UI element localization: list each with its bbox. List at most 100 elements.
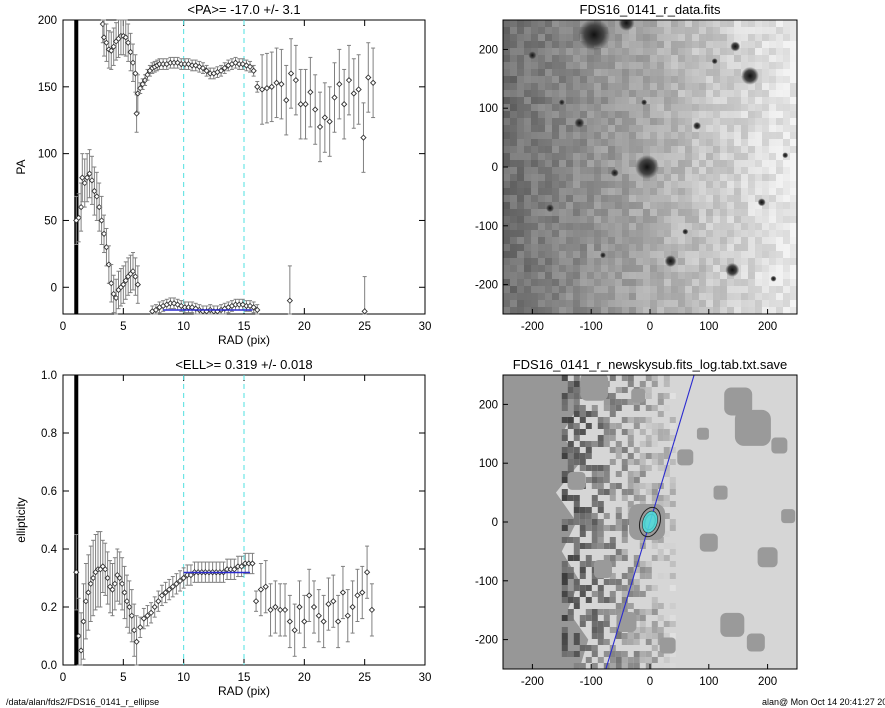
- sky-noise-pixel: [727, 209, 734, 216]
- sky-noise-pixel: [601, 223, 608, 230]
- x-tick-label: 10: [177, 321, 190, 333]
- sky-noise-pixel: [783, 265, 790, 272]
- sky-noise-pixel: [741, 125, 748, 132]
- data-point: [203, 67, 210, 74]
- sky-noise-pixel: [741, 90, 748, 97]
- sky-noise-pixel: [685, 76, 692, 83]
- sky-noise-pixel: [545, 132, 552, 139]
- sky-noise-pixel: [762, 251, 769, 258]
- sky-noise-pixel: [706, 216, 713, 223]
- sky-noise-pixel: [608, 293, 615, 300]
- data-point: [129, 59, 137, 66]
- sky-noise-pixel: [559, 48, 566, 55]
- sky-noise-pixel: [762, 111, 769, 118]
- sky-noise-pixel: [621, 663, 628, 669]
- sky-noise-pixel: [585, 543, 592, 549]
- sky-noise-pixel: [622, 153, 629, 160]
- sky-noise-pixel: [587, 167, 594, 174]
- sky-noise-pixel: [692, 132, 699, 139]
- sky-noise-pixel: [783, 27, 790, 34]
- sky-noise-pixel: [790, 279, 797, 286]
- sky-noise-pixel: [678, 83, 685, 90]
- sky-noise-pixel: [579, 507, 586, 513]
- sky-noise-pixel: [776, 251, 783, 258]
- sky-noise-pixel: [657, 279, 664, 286]
- sky-noise-pixel: [545, 41, 552, 48]
- sky-noise-pixel: [669, 441, 676, 447]
- sky-noise-pixel: [699, 223, 706, 230]
- sky-noise-pixel: [692, 202, 699, 209]
- sky-noise-pixel: [755, 139, 762, 146]
- sky-noise-pixel: [594, 97, 601, 104]
- sky-noise-pixel: [594, 286, 601, 293]
- sky-noise-pixel: [559, 139, 566, 146]
- sky-noise-pixel: [663, 465, 670, 471]
- data-point: [238, 563, 245, 570]
- sky-noise-pixel: [678, 188, 685, 195]
- sky-noise-pixel: [517, 216, 524, 223]
- sky-noise-pixel: [650, 118, 657, 125]
- sky-noise-pixel: [531, 167, 538, 174]
- y-tick-label: 0: [51, 282, 57, 294]
- sky-noise-pixel: [524, 300, 531, 307]
- sky-noise-pixel: [790, 223, 797, 230]
- data-point: [162, 589, 169, 596]
- sky-noise-pixel: [713, 202, 720, 209]
- sky-noise-pixel: [608, 188, 615, 195]
- sky-noise-pixel: [573, 153, 580, 160]
- sky-noise-pixel: [510, 167, 517, 174]
- sky-noise-pixel: [734, 223, 741, 230]
- sky-noise-pixel: [594, 307, 601, 314]
- sky-noise-pixel: [545, 286, 552, 293]
- masked-source: [720, 612, 745, 637]
- sky-noise-pixel: [639, 651, 646, 657]
- data-point: [287, 70, 295, 77]
- sky-noise-pixel: [580, 132, 587, 139]
- sky-noise-pixel: [552, 209, 559, 216]
- sky-noise-pixel: [559, 41, 566, 48]
- sky-noise-pixel: [783, 293, 790, 300]
- sky-noise-pixel: [671, 279, 678, 286]
- sky-noise-pixel: [699, 111, 706, 118]
- sky-noise-pixel: [699, 48, 706, 55]
- sky-noise-pixel: [517, 55, 524, 62]
- sky-noise-pixel: [524, 258, 531, 265]
- sky-noise-pixel: [664, 286, 671, 293]
- sky-noise-pixel: [531, 160, 538, 167]
- sky-noise-pixel: [609, 429, 616, 435]
- sky-noise-pixel: [573, 251, 580, 258]
- sky-noise-pixel: [706, 188, 713, 195]
- sky-noise-pixel: [741, 34, 748, 41]
- sky-noise-pixel: [633, 555, 640, 561]
- sky-noise-pixel: [545, 300, 552, 307]
- sky-noise-pixel: [510, 104, 517, 111]
- sky-noise-pixel: [538, 237, 545, 244]
- star-source: [782, 152, 789, 159]
- sky-noise-pixel: [538, 258, 545, 265]
- sky-noise-pixel: [573, 513, 580, 519]
- sky-noise-pixel: [629, 216, 636, 223]
- sky-noise-pixel: [720, 188, 727, 195]
- sky-noise-pixel: [645, 627, 652, 633]
- sky-noise-pixel: [609, 423, 616, 429]
- sky-noise-pixel: [633, 405, 640, 411]
- sky-noise-pixel: [621, 429, 628, 435]
- sky-noise-pixel: [748, 307, 755, 314]
- sky-noise-pixel: [664, 90, 671, 97]
- sky-noise-pixel: [608, 195, 615, 202]
- sky-noise-pixel: [790, 90, 797, 97]
- sky-noise-pixel: [645, 657, 652, 663]
- data-point: [80, 618, 87, 625]
- sky-noise-pixel: [591, 531, 598, 537]
- sky-noise-pixel: [651, 435, 658, 441]
- sky-noise-pixel: [580, 62, 587, 69]
- sky-noise-pixel: [645, 453, 652, 459]
- sky-noise-pixel: [663, 471, 670, 477]
- sky-noise-pixel: [573, 223, 580, 230]
- sky-noise-pixel: [567, 537, 574, 543]
- sky-noise-pixel: [741, 230, 748, 237]
- sky-noise-pixel: [561, 537, 568, 543]
- sky-noise-pixel: [566, 237, 573, 244]
- sky-noise-pixel: [713, 188, 720, 195]
- sky-noise-pixel: [621, 387, 628, 393]
